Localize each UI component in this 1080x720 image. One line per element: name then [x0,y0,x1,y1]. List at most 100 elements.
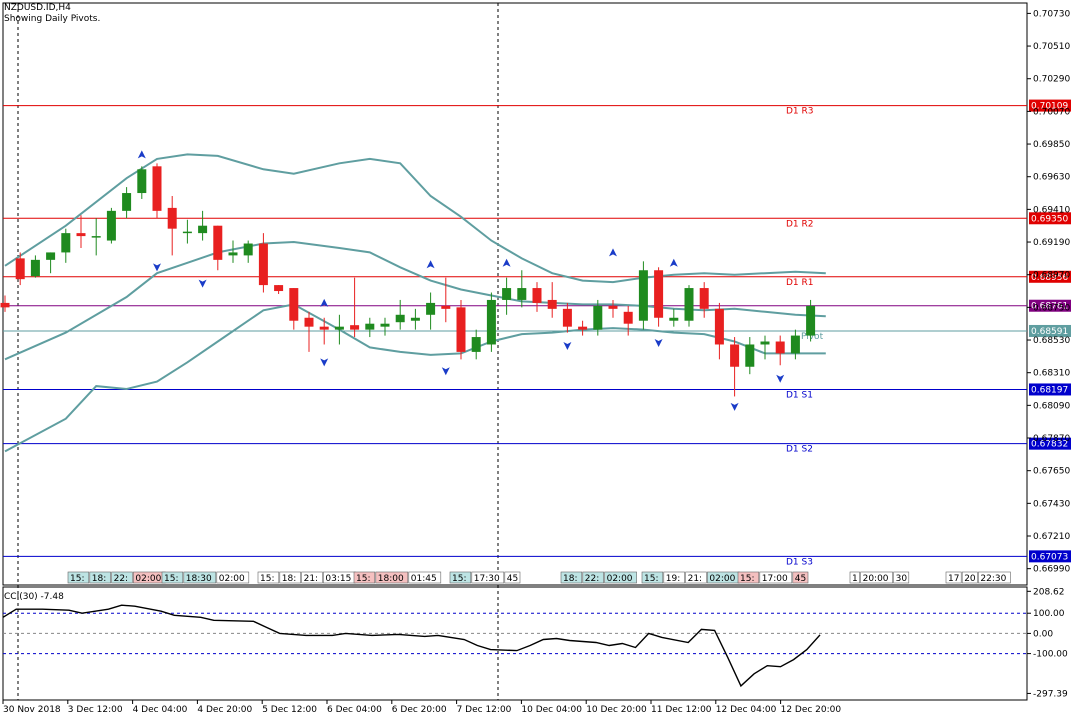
candle [608,299,618,318]
session-box [792,571,809,584]
price-tag [1029,270,1071,283]
candle-body [669,317,679,321]
candle [532,282,542,312]
price-tag [1029,299,1071,312]
candle [106,207,116,244]
candle [289,288,299,330]
candle [806,299,816,342]
session-box [471,571,505,584]
bollinger-lower [4,303,826,453]
candle-body [319,326,329,330]
session-label: 18: [282,574,296,584]
session-label: 17:30 [474,574,500,584]
candle-body [274,285,284,292]
x-tick-label: 6 Dec 04:00 [327,705,382,715]
main-panel-frame [2,2,1028,586]
session-label: 15: [70,574,84,584]
session-label: 01:45 [411,574,437,584]
candle-body [471,337,481,352]
y-tick-label: 0.68970 [1033,271,1070,281]
candle-body [684,288,694,321]
candle [167,196,177,256]
session-box [67,571,90,584]
candle [638,261,648,330]
candle [395,299,405,330]
x-tick-label: 7 Dec 12:00 [457,705,512,715]
candle-body [456,307,466,352]
session-box [945,571,962,584]
fractal-up-arrow [609,248,617,257]
candle-body [198,225,208,234]
candle [456,299,466,360]
y-tick-label: 0.70290 [1033,75,1070,85]
fractal-down-arrow [776,374,785,383]
price-tag [1029,550,1071,563]
x-tick-label: 10 Dec 04:00 [521,705,582,715]
candle-body [699,288,709,309]
fractal-down-arrow [153,263,161,272]
fractal-up-arrow [502,258,511,267]
pivot-level-name: D1 R1 [786,278,814,288]
candle [228,240,238,263]
x-tick-label: 4 Dec 20:00 [197,705,252,715]
candle-body [30,259,40,277]
session-box [279,571,301,584]
session-label: 18:00 [378,574,404,584]
session-box [353,571,376,584]
session-box [582,571,604,584]
candle [562,302,572,333]
session-label: 20:00 [863,574,889,584]
session-box [759,571,793,584]
x-tick-label: 12 Dec 20:00 [781,705,842,715]
fractal-up-arrow [320,298,329,307]
session-label: 02:00 [709,574,735,584]
session-label: 15: [452,574,466,584]
candle-body [441,305,451,309]
y-tick-label: 0.69410 [1033,205,1070,215]
candle [426,292,436,330]
candle [775,335,785,366]
candle-body [106,210,116,241]
candle [410,308,420,330]
cci-y-tick-label: -100.00 [1033,650,1068,660]
candle-body [547,299,557,309]
session-label: 17:00 [762,574,788,584]
fractal-down-arrow [563,342,572,351]
price-tag-label: 0.67073 [1031,552,1068,562]
session-box [301,571,323,584]
candle [30,255,40,278]
candle [790,329,800,360]
x-tick-label: 4 Dec 04:00 [133,705,188,715]
candle [198,210,208,241]
session-box [257,571,280,584]
candle-body [775,341,785,354]
session-label: 30 [896,574,908,584]
session-box [849,571,860,584]
candle [61,228,71,263]
candle [623,305,633,336]
candle-body [410,317,420,321]
candle [654,267,664,327]
fractal-up-arrow [669,258,678,267]
x-tick-label: 30 Nov 2018 [3,705,61,715]
session-label: 02:00 [219,574,245,584]
pivot-level-name: D1 R3 [786,107,814,117]
session-label: 18:30 [186,574,212,584]
candle-body [517,288,527,300]
y-tick-label: 0.67650 [1033,467,1070,477]
y-tick-label: 0.69630 [1033,173,1070,183]
y-tick-label: 0.70510 [1033,42,1070,52]
x-tick-label: 10 Dec 20:00 [586,705,647,715]
price-tag-label: 0.67832 [1031,440,1068,450]
candle [684,285,694,327]
candle-body [122,193,132,211]
candle-body [532,288,542,303]
candle-body [730,344,740,367]
pivot-level-name: D1 S3 [786,557,813,567]
candle-body [654,270,664,318]
session-label: 22: [114,574,128,584]
session-label: 15: [740,574,754,584]
session-label: 20 [964,574,976,584]
candle-body [61,233,71,253]
